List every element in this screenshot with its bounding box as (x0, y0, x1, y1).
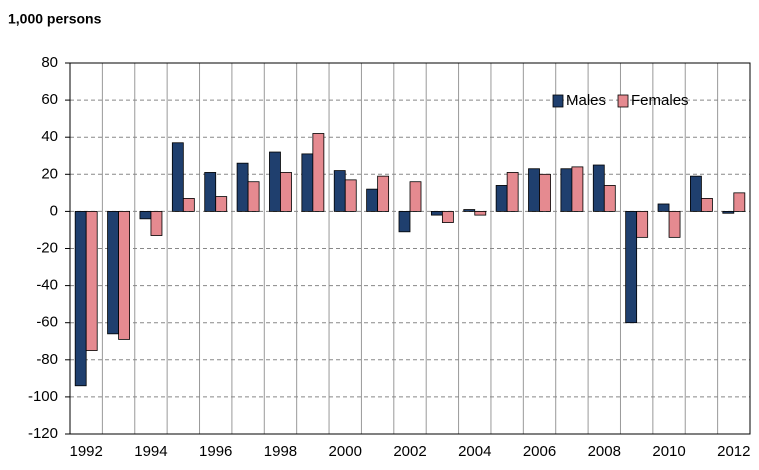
legend-swatch (617, 94, 629, 108)
bar (280, 172, 292, 212)
x-tick-label: 1996 (199, 443, 232, 460)
bar (463, 209, 476, 212)
bar (560, 168, 573, 212)
bar (269, 151, 281, 212)
x-tick-label: 2006 (523, 443, 556, 460)
y-tick-label: -80 (36, 351, 58, 368)
bar (107, 210, 119, 335)
bar (312, 133, 325, 212)
bar (204, 172, 217, 212)
y-tick-label: -40 (36, 277, 58, 294)
bar (74, 210, 87, 387)
bar (528, 168, 540, 212)
bar (592, 164, 605, 212)
x-tick-label: 2002 (393, 443, 426, 460)
bar (625, 210, 638, 324)
bar (430, 210, 443, 216)
bar (474, 210, 487, 216)
bar (344, 179, 357, 212)
bar (366, 188, 379, 212)
legend-swatch (552, 94, 564, 108)
bar (398, 210, 411, 233)
bar (506, 172, 519, 212)
bar (139, 210, 152, 220)
x-tick-label: 2000 (329, 443, 362, 460)
y-tick-label: -20 (36, 239, 58, 256)
plot-border (69, 62, 751, 435)
bar (150, 210, 163, 236)
bar (377, 175, 390, 212)
bar (690, 175, 702, 212)
bar (636, 210, 649, 238)
bar (539, 173, 551, 212)
x-tick-label: 1998 (264, 443, 297, 460)
bar (701, 198, 713, 212)
bar (571, 166, 584, 212)
bar (603, 185, 616, 212)
bar (333, 170, 346, 212)
bar (301, 153, 314, 212)
bar (441, 210, 454, 223)
bar (182, 198, 195, 212)
bar (722, 210, 735, 214)
bar (495, 185, 508, 212)
bar (247, 181, 260, 212)
bar (409, 181, 422, 212)
bar (668, 210, 681, 238)
y-tick-label: 0 (50, 202, 58, 219)
x-tick-label: 1994 (134, 443, 167, 460)
bar (236, 162, 249, 212)
bar (733, 192, 746, 212)
x-tick-label: 2004 (458, 443, 491, 460)
legend-label: Males (566, 92, 606, 109)
bar (657, 203, 670, 212)
y-tick-label: 40 (41, 128, 58, 145)
bar (85, 210, 98, 351)
x-tick-label: 2012 (717, 443, 750, 460)
legend-label: Females (631, 92, 689, 109)
x-tick-label: 2010 (652, 443, 685, 460)
bar (118, 210, 130, 340)
y-tick-label: 80 (41, 54, 58, 71)
x-tick-label: 2008 (588, 443, 621, 460)
y-tick-label: -120 (28, 425, 58, 442)
y-tick-label: 20 (41, 165, 58, 182)
bar (171, 142, 184, 212)
x-tick-label: 1992 (70, 443, 103, 460)
y-tick-label: 60 (41, 91, 58, 108)
bar (215, 196, 228, 212)
y-tick-label: -100 (28, 388, 58, 405)
chart-title: 1,000 persons (8, 11, 102, 27)
y-tick-label: -60 (36, 314, 58, 331)
